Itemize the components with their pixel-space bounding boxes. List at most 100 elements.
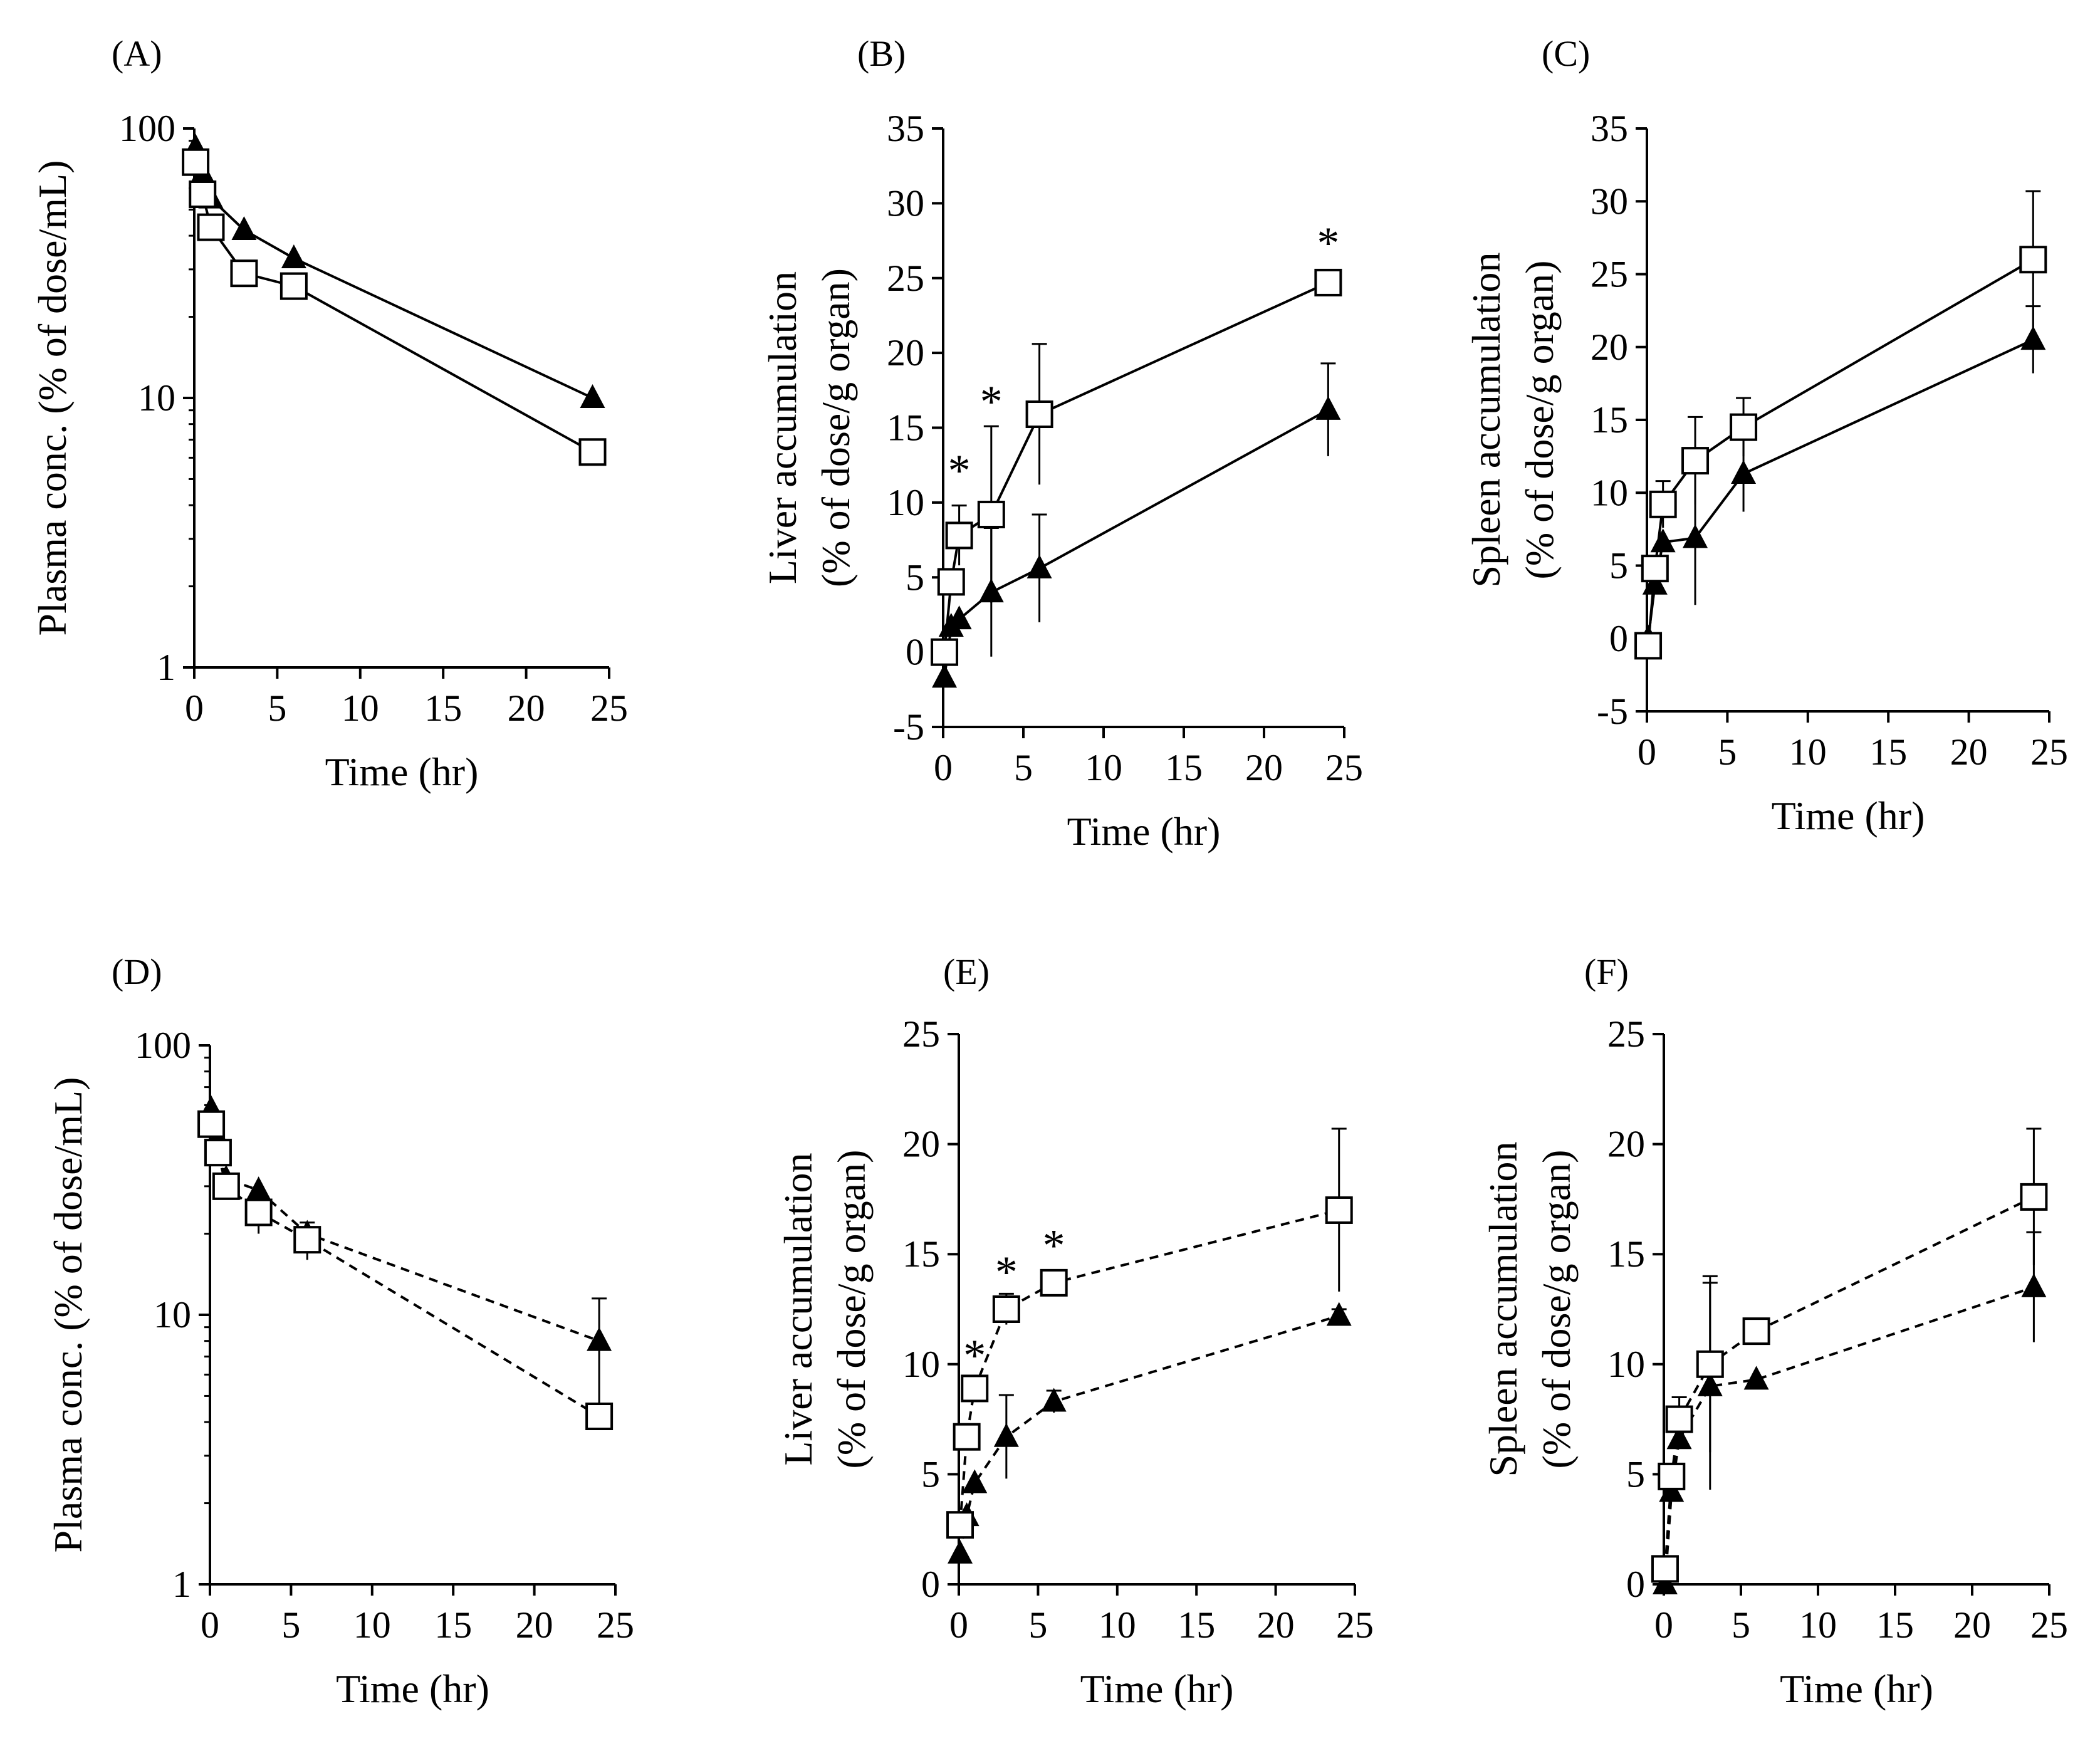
x-tick-label: 15 bbox=[1178, 1604, 1215, 1646]
series-open-square bbox=[182, 148, 607, 466]
y-tick-label: 30 bbox=[887, 182, 924, 224]
y-tick-label: 5 bbox=[906, 557, 924, 598]
series-open-square bbox=[931, 268, 1342, 666]
series-line bbox=[210, 1124, 600, 1418]
triangle-marker bbox=[1041, 1388, 1067, 1412]
panel-label: (D) bbox=[112, 951, 162, 992]
square-marker bbox=[992, 1295, 1020, 1323]
x-tick-label: 20 bbox=[1950, 731, 1988, 773]
y-tick-label: 35 bbox=[1591, 108, 1628, 149]
x-tick-label: 25 bbox=[590, 687, 628, 729]
y-tick-label: 10 bbox=[154, 1294, 191, 1336]
square-marker bbox=[2020, 1183, 2048, 1211]
y-tick-label: 5 bbox=[1626, 1453, 1645, 1495]
triangle-marker bbox=[946, 605, 972, 630]
y-tick-label: 15 bbox=[887, 407, 924, 449]
square-marker bbox=[1651, 1555, 1679, 1583]
series-open-square bbox=[1651, 1127, 2048, 1583]
triangle-marker bbox=[1683, 524, 1708, 548]
square-marker bbox=[1649, 490, 1677, 518]
square-marker bbox=[230, 259, 258, 288]
x-tick-label: 0 bbox=[185, 687, 204, 729]
x-tick-label: 20 bbox=[1257, 1604, 1295, 1646]
triangle-marker bbox=[962, 1469, 988, 1493]
x-tick-label: 5 bbox=[281, 1604, 300, 1646]
x-tick-label: 5 bbox=[1014, 747, 1033, 788]
y-tick-label: 100 bbox=[119, 108, 175, 149]
significance-star: * bbox=[948, 446, 971, 496]
square-marker bbox=[1658, 1462, 1686, 1490]
x-tick-label: 20 bbox=[1245, 747, 1283, 788]
y-tick-label: -5 bbox=[893, 706, 924, 748]
series-filled-triangle bbox=[1652, 1231, 2047, 1594]
panel-a: (A) 1 10 100 0 5 10 15 20 25 Time (hr) Plasma conc.… bbox=[30, 33, 628, 794]
square-marker bbox=[279, 272, 308, 300]
square-marker bbox=[1040, 1268, 1068, 1297]
triangle-marker bbox=[2020, 326, 2046, 350]
x-tick-label: 0 bbox=[1638, 731, 1656, 773]
x-tick-label: 25 bbox=[2030, 1604, 2068, 1646]
series-open-square bbox=[946, 1127, 1353, 1539]
triangle-marker bbox=[1315, 395, 1341, 420]
y-tick-label: 30 bbox=[1591, 180, 1628, 222]
y-tick-label: 15 bbox=[1591, 399, 1628, 441]
x-tick-label: 20 bbox=[508, 687, 545, 729]
panel-e: (E) 0 5 10 15 20 25 0 5 10 15 20 25 Time (hr) Liver ac… bbox=[776, 951, 1374, 1711]
x-tick-label: 5 bbox=[1732, 1604, 1750, 1646]
square-marker bbox=[2019, 246, 2047, 274]
x-tick-label: 20 bbox=[1953, 1604, 1991, 1646]
y-axis-title: Liver accumulation bbox=[776, 1153, 820, 1465]
x-tick-label: 25 bbox=[2030, 731, 2068, 773]
square-marker bbox=[182, 148, 210, 176]
triangle-marker bbox=[948, 1539, 973, 1564]
y-tick-label: 25 bbox=[887, 258, 924, 299]
y-axis-title-units: (% of dose/g organ) bbox=[829, 1150, 874, 1469]
y-axis-title-units: (% of dose/g organ) bbox=[1517, 261, 1562, 580]
x-axis-title: Time (hr) bbox=[336, 1666, 489, 1711]
y-tick-label: 5 bbox=[1609, 545, 1628, 587]
x-tick-label: 25 bbox=[1336, 1604, 1374, 1646]
y-tick-label: 10 bbox=[1591, 472, 1628, 513]
y-axis-title: Plasma conc. (% of dose/mL) bbox=[46, 1077, 90, 1553]
square-marker bbox=[1634, 632, 1663, 660]
square-marker bbox=[931, 638, 959, 666]
x-tick-label: 10 bbox=[1789, 731, 1827, 773]
x-tick-label: 15 bbox=[1165, 747, 1203, 788]
square-marker bbox=[1730, 413, 1758, 441]
x-tick-label: 5 bbox=[1718, 731, 1737, 773]
square-marker bbox=[189, 180, 217, 208]
square-marker bbox=[1696, 1350, 1724, 1378]
x-tick-label: 0 bbox=[1654, 1604, 1673, 1646]
series-line bbox=[1663, 1196, 2035, 1569]
square-marker bbox=[937, 568, 965, 596]
square-marker bbox=[946, 1511, 974, 1539]
series-filled-triangle bbox=[1636, 305, 2046, 649]
x-tick-label: 10 bbox=[342, 687, 379, 729]
y-axis-title: Spleen accumulation bbox=[1464, 253, 1508, 588]
significance-star: * bbox=[980, 377, 1003, 427]
series-line bbox=[959, 1314, 1340, 1554]
square-marker bbox=[585, 1403, 614, 1431]
y-tick-label: 10 bbox=[902, 1344, 940, 1385]
x-tick-label: 15 bbox=[1869, 731, 1907, 773]
panel-d: (D) 1 10 100 0 5 10 15 20 25 Time (hr) Plasma conc.… bbox=[46, 951, 634, 1711]
x-tick-label: 0 bbox=[201, 1604, 219, 1646]
y-tick-label: 1 bbox=[157, 647, 175, 688]
triangle-marker bbox=[1731, 460, 1757, 484]
panel-label: (F) bbox=[1584, 951, 1629, 992]
triangle-marker bbox=[1326, 1302, 1352, 1326]
square-marker bbox=[244, 1198, 273, 1226]
x-axis-title: Time (hr) bbox=[1780, 1666, 1933, 1711]
y-tick-label: 0 bbox=[1609, 618, 1628, 659]
square-marker bbox=[212, 1172, 240, 1200]
triangle-marker bbox=[580, 384, 605, 408]
y-tick-label: 0 bbox=[921, 1564, 940, 1605]
square-marker bbox=[1681, 447, 1710, 475]
panel-label: (B) bbox=[857, 33, 906, 74]
triangle-marker bbox=[587, 1327, 612, 1351]
series-open-square bbox=[197, 1110, 614, 1431]
square-marker bbox=[961, 1374, 989, 1403]
